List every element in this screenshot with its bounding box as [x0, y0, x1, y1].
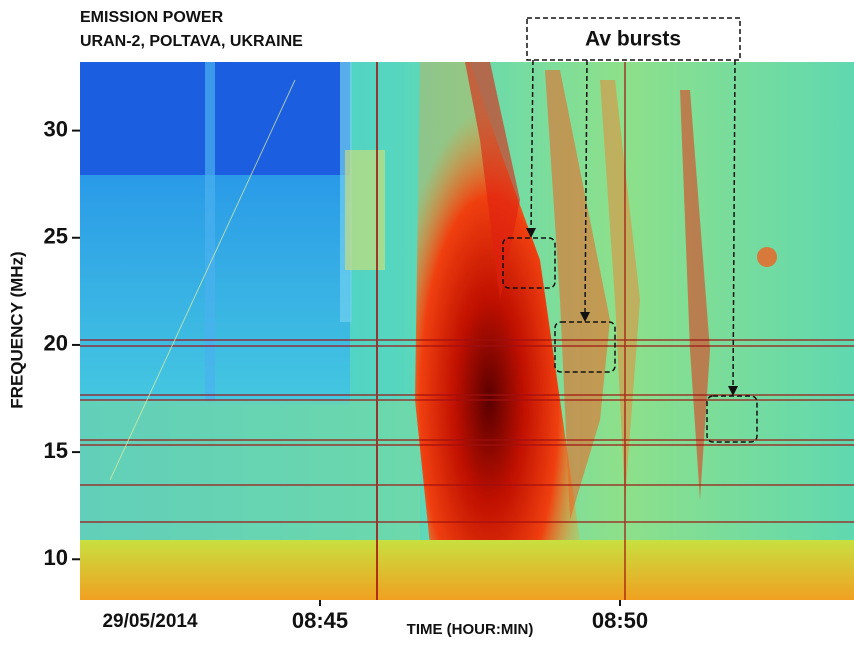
arrowheads: [526, 228, 738, 396]
x-axis-label: TIME (HOUR:MIN): [407, 621, 534, 638]
y-axis-label: FREQUENCY (MHz): [7, 251, 26, 408]
y-tick-label: 30: [44, 116, 68, 141]
spectrogram-image: [80, 62, 854, 600]
date-label: 29/05/2014: [102, 611, 198, 632]
y-tick-label: 25: [44, 224, 68, 249]
chart-subtitle: URAN-2, POLTAVA, UKRAINE: [80, 33, 303, 50]
y-tick-label: 10: [44, 545, 68, 570]
y-tick-label: 20: [44, 331, 68, 356]
y-tick-label: 15: [44, 438, 68, 463]
x-tick-label: 08:50: [592, 608, 648, 633]
annotations: [502, 17, 758, 443]
x-tick-label: 08:45: [292, 608, 348, 633]
chart-title: EMISSION POWER: [80, 9, 224, 26]
annotation: Av bursts: [585, 28, 681, 51]
